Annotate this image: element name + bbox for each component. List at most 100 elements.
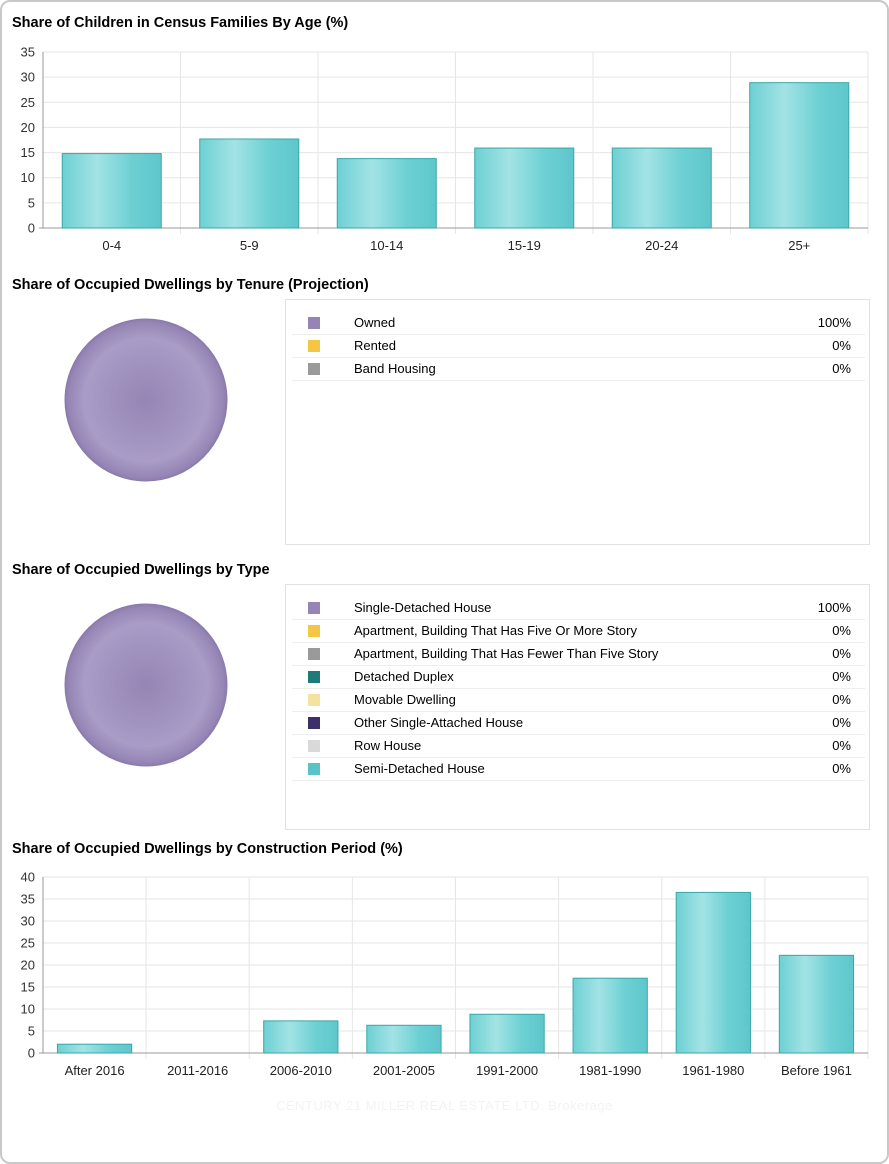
legend-swatch bbox=[308, 648, 320, 660]
bar-chart-construction-period: 0 5 10 15 20 25 30 35 40 After 2016 2011-2016 2006-… bbox=[21, 870, 869, 1078]
chart-title-dwelling-type: Share of Occupied Dwellings by Type bbox=[12, 562, 270, 578]
y-tick-label: 10 bbox=[21, 1002, 35, 1017]
legend-swatch bbox=[308, 340, 320, 352]
x-tick-label: 15-19 bbox=[508, 238, 541, 253]
bar bbox=[199, 138, 300, 229]
legend-swatch bbox=[308, 694, 320, 706]
chart-title-tenure: Share of Occupied Dwellings by Tenure (P… bbox=[12, 277, 369, 293]
x-tick-label: 2001-2005 bbox=[373, 1063, 435, 1078]
legend-label: Detached Duplex bbox=[354, 669, 454, 684]
legend-label: Row House bbox=[354, 738, 422, 753]
legend-value: 0% bbox=[832, 361, 851, 376]
bar bbox=[61, 153, 162, 229]
bar bbox=[611, 147, 712, 229]
y-tick-label: 20 bbox=[21, 120, 35, 135]
legend-item: Other Single-Attached House 0% bbox=[292, 712, 865, 735]
bar bbox=[56, 1043, 133, 1054]
legend-value: 0% bbox=[832, 715, 851, 730]
legend-swatch bbox=[308, 717, 320, 729]
legend-swatch bbox=[308, 763, 320, 775]
legend-value: 0% bbox=[832, 646, 851, 661]
y-tick-label: 0 bbox=[28, 221, 35, 236]
y-tick-label: 30 bbox=[21, 914, 35, 929]
legend-value: 0% bbox=[832, 623, 851, 638]
x-tick-label: 1981-1990 bbox=[579, 1063, 641, 1078]
legend-value: 0% bbox=[832, 738, 851, 753]
chart-title-children-by-age: Share of Children in Census Families By … bbox=[12, 15, 349, 31]
legend-label: Owned bbox=[354, 315, 396, 330]
legend-value: 0% bbox=[832, 761, 851, 776]
legend-swatch bbox=[308, 317, 320, 329]
legend-value: 0% bbox=[832, 692, 851, 707]
y-tick-label: 10 bbox=[21, 170, 35, 185]
x-tick-label: 25+ bbox=[788, 238, 810, 253]
legend-item: Band Housing 0% bbox=[292, 358, 865, 381]
pie-chart-dwelling-type bbox=[62, 601, 230, 774]
legend-label: Apartment, Building That Has Fewer Than … bbox=[354, 646, 659, 661]
legend-item: Apartment, Building That Has Fewer Than … bbox=[292, 643, 865, 666]
y-tick-label: 25 bbox=[21, 95, 35, 110]
legend-label: Movable Dwelling bbox=[354, 692, 456, 707]
legend-item: Detached Duplex 0% bbox=[292, 666, 865, 689]
legend-item: Single-Detached House 100% bbox=[292, 597, 865, 620]
pie-slice bbox=[63, 602, 229, 768]
y-tick-label: 15 bbox=[21, 145, 35, 160]
legend-label: Rented bbox=[354, 338, 396, 353]
pie-slice bbox=[63, 317, 229, 483]
x-tick-label: 20-24 bbox=[645, 238, 678, 253]
legend-label: Other Single-Attached House bbox=[354, 715, 524, 730]
legend-value: 0% bbox=[832, 669, 851, 684]
legend-value: 100% bbox=[817, 600, 851, 615]
x-tick-label: 1991-2000 bbox=[476, 1063, 538, 1078]
legend-label: Band Housing bbox=[354, 361, 436, 376]
legend-item: Owned 100% bbox=[292, 312, 865, 335]
bar-chart-children-by-age: 0 5 10 15 20 25 30 35 0-4 5-9 10-14 15-19 20-24 25+ bbox=[21, 45, 869, 253]
x-tick-label: 5-9 bbox=[240, 238, 259, 253]
bar bbox=[749, 82, 850, 229]
legend-swatch bbox=[308, 602, 320, 614]
legend-item: Semi-Detached House 0% bbox=[292, 758, 865, 781]
bar bbox=[469, 1013, 545, 1054]
x-tick-label: 2006-2010 bbox=[270, 1063, 332, 1078]
y-tick-label: 40 bbox=[21, 870, 35, 885]
legend-item: Apartment, Building That Has Five Or Mor… bbox=[292, 620, 865, 643]
legend-label: Apartment, Building That Has Five Or Mor… bbox=[354, 623, 637, 638]
bar bbox=[778, 954, 855, 1054]
y-tick-label: 15 bbox=[21, 980, 35, 995]
x-tick-label: Before 1961 bbox=[781, 1063, 852, 1078]
legend-value: 0% bbox=[832, 338, 851, 353]
legend-item: Row House 0% bbox=[292, 735, 865, 758]
y-tick-label: 5 bbox=[28, 195, 35, 210]
legend-swatch bbox=[308, 671, 320, 683]
y-tick-label: 25 bbox=[21, 936, 35, 951]
y-tick-label: 0 bbox=[28, 1046, 35, 1061]
legend-label: Single-Detached House bbox=[354, 600, 492, 615]
chart-title-construction-period: Share of Occupied Dwellings by Construct… bbox=[12, 841, 403, 857]
bar bbox=[675, 891, 751, 1054]
legend-label: Semi-Detached House bbox=[354, 761, 485, 776]
bar bbox=[366, 1024, 442, 1054]
pie-chart-tenure bbox=[62, 316, 230, 489]
legend-swatch bbox=[308, 363, 320, 375]
x-tick-label: 10-14 bbox=[370, 238, 403, 253]
brokerage-watermark: CENTURY 21 MILLER REAL ESTATE LTD. Broke… bbox=[276, 1098, 613, 1113]
y-tick-label: 30 bbox=[21, 70, 35, 85]
y-tick-label: 20 bbox=[21, 958, 35, 973]
legend-item: Movable Dwelling 0% bbox=[292, 689, 865, 712]
legend-item: Rented 0% bbox=[292, 335, 865, 358]
bar bbox=[474, 147, 575, 229]
y-tick-label: 35 bbox=[21, 892, 35, 907]
legend-swatch bbox=[308, 740, 320, 752]
bar bbox=[263, 1020, 339, 1054]
y-tick-label: 5 bbox=[28, 1024, 35, 1039]
y-tick-label: 35 bbox=[21, 45, 35, 60]
x-tick-label: 1961-1980 bbox=[682, 1063, 744, 1078]
legend-value: 100% bbox=[817, 315, 851, 330]
bar bbox=[336, 158, 437, 229]
legend-dwelling-type: Single-Detached House 100% Apartment, Buil… bbox=[285, 584, 870, 830]
bar bbox=[572, 977, 648, 1054]
x-tick-label: After 2016 bbox=[65, 1063, 125, 1078]
legend-tenure: Owned 100% Rented 0% Band Housing 0% bbox=[285, 299, 870, 545]
legend-swatch bbox=[308, 625, 320, 637]
x-tick-label: 2011-2016 bbox=[167, 1063, 228, 1078]
